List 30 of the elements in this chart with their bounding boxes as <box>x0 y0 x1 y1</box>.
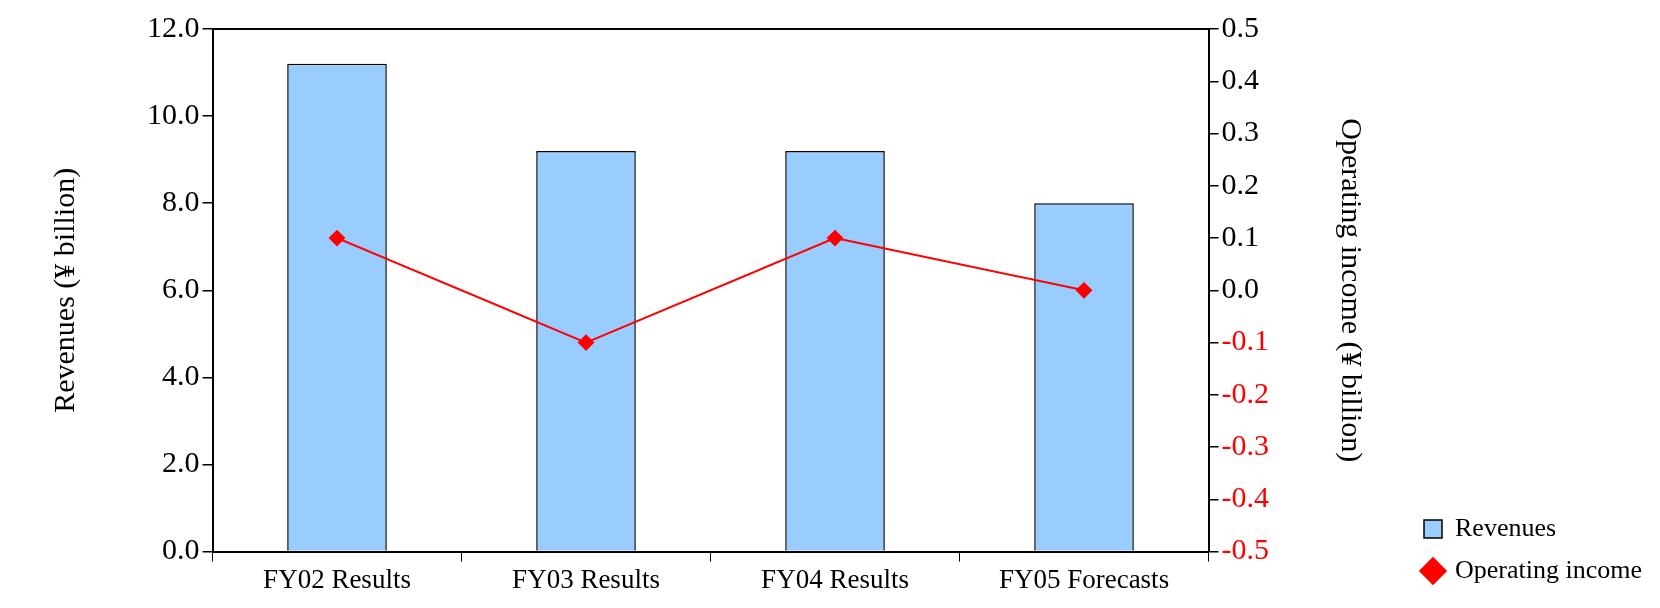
y-tick-label: 8.0 <box>162 184 200 218</box>
y2-axis-title: Operating income (¥ billion) <box>1335 118 1370 463</box>
x-tick-label: FY03 Results <box>512 563 660 594</box>
y-tick-label: 12.0 <box>147 9 200 43</box>
legend-label: Operating income <box>1455 554 1643 584</box>
point <box>1076 282 1093 299</box>
y2-tick-label: -0.1 <box>1221 323 1270 357</box>
y-tick-label: 2.0 <box>162 445 200 479</box>
y-tick-label: 4.0 <box>162 358 200 392</box>
x-tick-label: FY04 Results <box>761 563 909 594</box>
y-tick-label: 10.0 <box>147 96 200 130</box>
y2-tick-label: -0.2 <box>1221 375 1270 409</box>
legend-label: Revenues <box>1455 512 1557 542</box>
y-tick-label: 0.0 <box>162 532 200 566</box>
point <box>827 230 844 247</box>
x-tick-label: FY05 Forecasts <box>998 563 1170 594</box>
y2-tick-label: 0.0 <box>1221 271 1260 305</box>
y-axis-title: Revenues (¥ billion) <box>46 167 81 413</box>
y2-tick-label: -0.4 <box>1221 480 1270 514</box>
y-tick-label: 6.0 <box>162 271 200 305</box>
y2-tick-label: 0.2 <box>1221 166 1260 200</box>
y2-tick-label: 0.1 <box>1221 218 1260 252</box>
point <box>578 334 595 351</box>
y2-tick-label: 0.4 <box>1221 62 1260 96</box>
x-tick-label: FY02 Results <box>263 563 411 594</box>
y2-tick-label: -0.5 <box>1221 532 1270 566</box>
y2-tick-label: 0.5 <box>1221 9 1260 43</box>
y2-tick-label: -0.3 <box>1221 427 1270 461</box>
point <box>329 230 345 247</box>
y2-tick-label: 0.3 <box>1221 114 1260 148</box>
